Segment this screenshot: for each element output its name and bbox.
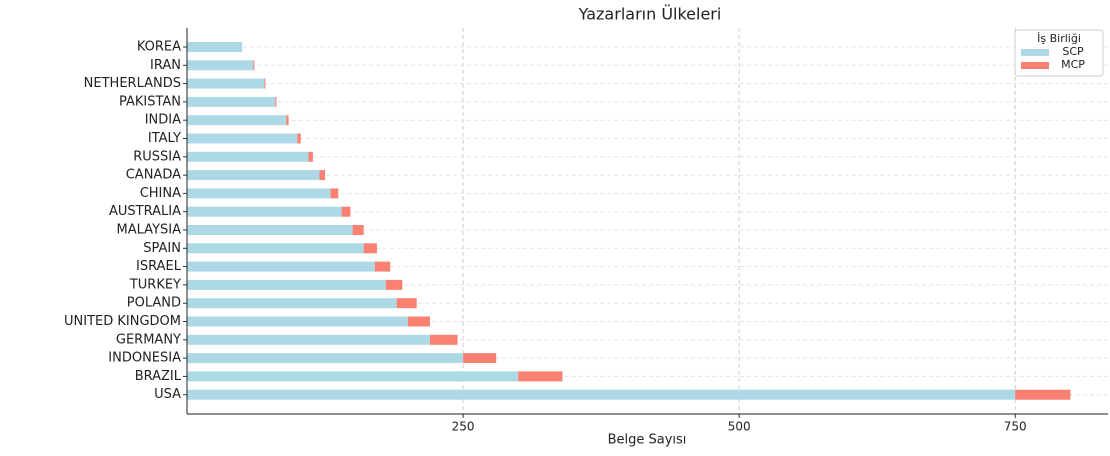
bar-segment [297, 133, 301, 144]
bar-segment [308, 151, 313, 162]
bar-segment [407, 316, 430, 327]
bar-segment [319, 170, 326, 181]
bar-segment [187, 389, 1016, 400]
bar-segment [341, 206, 351, 217]
legend-swatch [1021, 62, 1049, 69]
bar-segment [187, 170, 320, 181]
y-tick-label: ISRAEL [136, 259, 182, 274]
x-tick-label: 500 [728, 420, 751, 434]
y-tick-label: AUSTRALIA [109, 204, 181, 219]
legend-label: SCP [1062, 45, 1084, 58]
bar-segment [363, 243, 377, 254]
bar-segment [1015, 389, 1071, 400]
y-tick-label: KOREA [137, 40, 181, 55]
y-tick-label: IRAN [150, 58, 181, 73]
y-tick-label: TURKEY [129, 277, 181, 292]
y-tick-label: CANADA [126, 168, 181, 183]
y-tick-label: SPAIN [143, 241, 181, 256]
bar-segment [187, 188, 331, 199]
bar-segment [187, 353, 464, 364]
y-tick-label: GERMANY [116, 332, 181, 347]
bar-segment [286, 115, 289, 126]
bar-segment [429, 334, 458, 345]
x-tick-label: 750 [1004, 420, 1027, 434]
y-tick-label: CHINA [140, 186, 181, 201]
bar-segment [253, 60, 255, 71]
y-tick-label: NETHERLANDS [84, 76, 181, 91]
bar-segment [187, 261, 375, 272]
bar-segment [463, 353, 497, 364]
y-tick-label: INDONESIA [108, 351, 181, 366]
y-tick-label: BRAZIL [135, 369, 182, 384]
bar-segment [187, 151, 309, 162]
bar-segment [187, 115, 287, 126]
legend-swatch [1021, 49, 1049, 56]
bar-segment [187, 206, 342, 217]
bar-segment [518, 371, 563, 382]
legend-title: İş Birliği [1037, 32, 1081, 45]
bar-segment [330, 188, 339, 199]
bar-segment [187, 42, 243, 52]
y-tick-label: ITALY [148, 131, 181, 146]
x-tick-label: 250 [452, 420, 475, 434]
y-tick-label: USA [154, 387, 181, 402]
y-tick-label: UNITED KINGDOM [64, 314, 181, 329]
y-tick-label: POLAND [127, 296, 181, 311]
bar-segment [374, 261, 391, 272]
bar-segment [187, 133, 298, 144]
bar-segment [187, 371, 519, 382]
bar-segment [385, 279, 403, 290]
bar-segment [187, 96, 276, 107]
bar-segment [187, 60, 254, 71]
y-tick-label: MALAYSIA [117, 223, 182, 238]
bar-segment [187, 298, 397, 309]
x-axis-label: Belge Sayısı [608, 433, 687, 448]
bar-segment [187, 316, 408, 327]
y-tick-label: INDIA [145, 113, 181, 128]
y-tick-label: RUSSIA [133, 149, 181, 164]
bar-segment [352, 225, 364, 235]
y-tick-label: PAKISTAN [119, 94, 181, 109]
bar-segment [396, 298, 417, 309]
bar-segment [187, 225, 353, 235]
chart-title: Yazarların Ülkeleri [578, 5, 722, 24]
bar-segment [187, 334, 430, 345]
bar-segment [275, 96, 277, 107]
bar-segment [187, 279, 386, 290]
legend-label: MCP [1061, 58, 1085, 71]
bar-segment [264, 78, 266, 89]
bar-segment [187, 243, 364, 254]
bar-segment [187, 78, 265, 89]
